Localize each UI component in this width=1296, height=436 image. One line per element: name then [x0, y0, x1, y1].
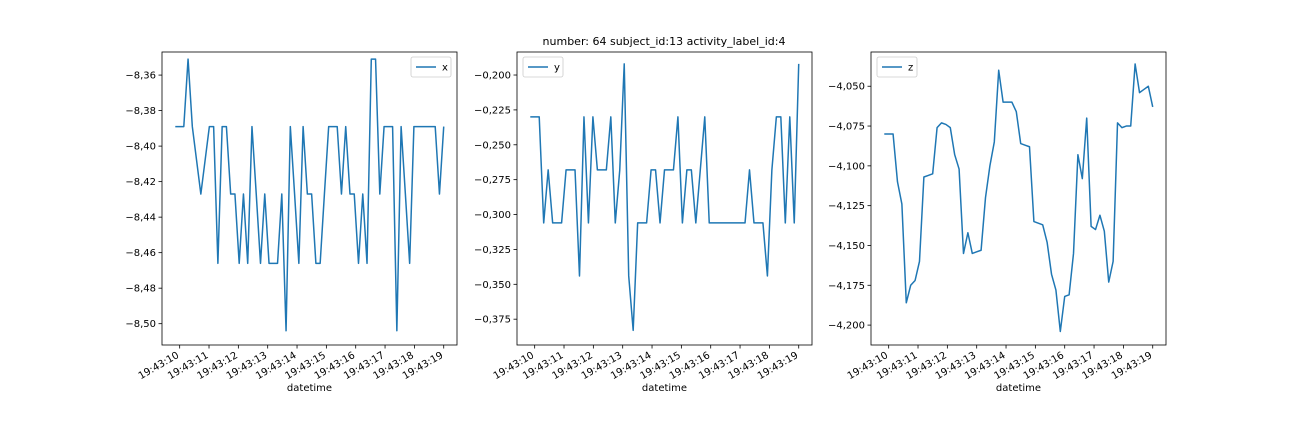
- x-axis-label: datetime: [287, 383, 332, 394]
- y-tick-label: −8,40: [125, 142, 156, 153]
- x-axis-label: datetime: [996, 383, 1041, 394]
- y-tick-label: −0,375: [474, 315, 511, 326]
- series-line-x: [175, 58, 445, 332]
- y-tick-label: −0,300: [474, 210, 511, 221]
- plot-frame: [870, 51, 1167, 346]
- y-tick-label: −0,250: [474, 140, 511, 151]
- legend: x: [410, 56, 452, 78]
- y-tick-label: −0,325: [474, 245, 511, 256]
- series-line-y: [530, 63, 800, 332]
- y-tick-label: −8,38: [125, 106, 156, 117]
- plot-frame: [161, 51, 458, 346]
- subplot-1: −8,36 −8,38 −8,40 −8,42 −8,44 −8,46 −8,48 −8,50…: [125, 51, 458, 394]
- y-tick-label: −8,44: [125, 213, 156, 224]
- series-line-z: [884, 63, 1154, 333]
- y-tick-label: −4,100: [828, 161, 865, 172]
- legend: z: [876, 56, 918, 78]
- y-tick-label: −0,350: [474, 280, 511, 291]
- y-tick-label: −8,48: [125, 284, 156, 295]
- figure-title: number: 64 subject_id:13 activity_label_…: [543, 35, 786, 48]
- y-tick-label: −0,225: [474, 105, 511, 116]
- y-tick-label: −8,36: [125, 71, 156, 82]
- subplot-3: −4,050 −4,075 −4,100 −4,125 −4,150 −4,175 −4,2…: [828, 51, 1167, 394]
- legend-label: y: [554, 63, 560, 74]
- y-tick-label: −4,175: [828, 281, 865, 292]
- y-tick-label: −4,075: [828, 122, 865, 133]
- y-tick-label: −4,050: [828, 82, 865, 93]
- y-tick-label: −0,200: [474, 71, 511, 82]
- y-tick-label: −4,200: [828, 321, 865, 332]
- legend: y: [522, 56, 564, 78]
- plot-frame: [516, 51, 813, 346]
- legend-label: z: [908, 63, 913, 74]
- y-tick-label: −8,50: [125, 319, 156, 330]
- y-tick-label: −4,125: [828, 201, 865, 212]
- y-tick-label: −4,150: [828, 241, 865, 252]
- y-tick-label: −0,275: [474, 175, 511, 186]
- legend-label: x: [442, 63, 448, 74]
- subplot-2: −0,200 −0,225 −0,250 −0,275 −0,300 −0,325 −0,3…: [474, 51, 813, 394]
- y-tick-label: −8,46: [125, 248, 156, 259]
- x-axis-label: datetime: [642, 383, 687, 394]
- y-tick-label: −8,42: [125, 177, 156, 188]
